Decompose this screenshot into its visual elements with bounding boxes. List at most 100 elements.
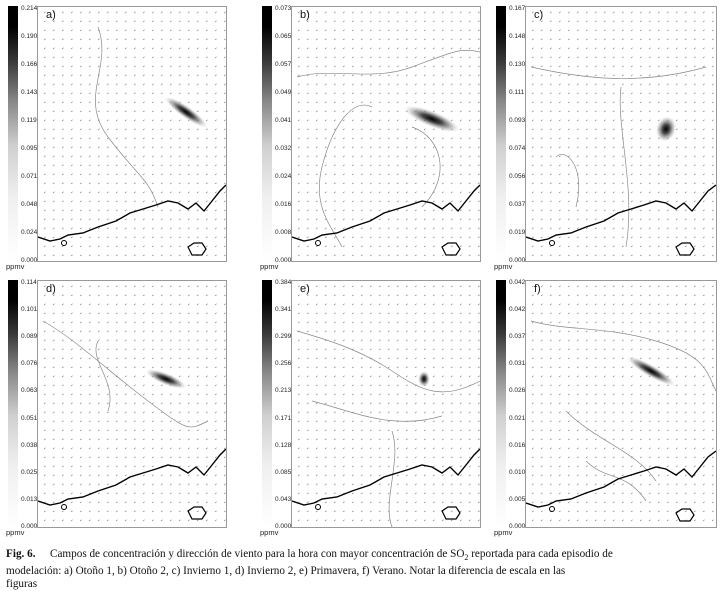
contour-line bbox=[530, 66, 707, 248]
colorbar-gradient bbox=[262, 280, 272, 526]
island-outline bbox=[441, 506, 461, 520]
so2-plume bbox=[145, 369, 187, 389]
colorbar-tick-label: 0.024 bbox=[275, 173, 292, 180]
colorbar-tick-label: 0.114 bbox=[21, 279, 37, 286]
so2-plume bbox=[626, 356, 676, 386]
colorbar-tick-label: 0.021 bbox=[509, 414, 526, 422]
colorbar-gradient bbox=[8, 280, 18, 526]
colorbar-tick-label: 0.119 bbox=[21, 117, 37, 124]
colorbar-tick-label: 0.074 bbox=[509, 145, 526, 152]
coastline bbox=[292, 448, 480, 506]
colorbar-tick-label: 0.037 bbox=[509, 201, 526, 208]
contour-line bbox=[42, 320, 209, 428]
island-outline bbox=[187, 242, 207, 256]
so2-plume bbox=[164, 96, 208, 128]
colorbar-tick-label: 0.049 bbox=[275, 89, 292, 96]
colorbar-tick-label: 0.213 bbox=[275, 387, 292, 395]
colorbar-tick-label: 0.042 bbox=[509, 306, 526, 314]
coastline bbox=[292, 184, 480, 242]
caption-label: Fig. 6. bbox=[6, 548, 36, 560]
colorbar-4: 0.114 0.101 0.089 0.076 0.063 0.051 0.038 0.025… bbox=[8, 279, 38, 530]
colorbar-tick-label: 0.093 bbox=[509, 117, 526, 124]
coastline bbox=[526, 450, 716, 508]
island-small bbox=[549, 240, 555, 246]
island-outline bbox=[441, 242, 461, 256]
colorbar-tick-label: 0.000 bbox=[275, 257, 292, 264]
colorbar-tick-label: 0.166 bbox=[21, 61, 38, 68]
island-small bbox=[61, 504, 67, 510]
colorbar-3: 0.167 0.148 0.130 0.111 0.093 0.074 0.056 0.037… bbox=[496, 5, 526, 264]
concentration-map-4: d) bbox=[37, 280, 227, 528]
colorbar-tick-label: 0.384 bbox=[275, 279, 292, 286]
concentration-map-5: e) bbox=[291, 280, 481, 528]
wind-vector-field bbox=[297, 11, 480, 257]
island-small bbox=[549, 506, 555, 512]
island-small bbox=[315, 504, 321, 510]
colorbar-tick-label: 0.214 bbox=[21, 5, 38, 12]
coastline bbox=[526, 184, 716, 242]
colorbar-tick-label: 0.038 bbox=[21, 441, 38, 449]
colorbar-tick-label: 0.167 bbox=[509, 5, 526, 12]
caption-line-2: modelación: a) Otoño 1, b) Otoño 2, c) I… bbox=[6, 564, 566, 577]
colorbar-tick-label: 0.085 bbox=[275, 468, 292, 476]
colorbar-tick-label: 0.008 bbox=[275, 229, 292, 236]
colorbar-tick-label: 0.056 bbox=[509, 173, 526, 180]
colorbar-tick-label: 0.299 bbox=[275, 333, 292, 341]
so2-plume bbox=[655, 116, 677, 142]
colorbar-tick-label: 0.071 bbox=[21, 173, 38, 180]
colorbar-tick-label: 0.000 bbox=[21, 257, 38, 264]
unit-label: ppmv bbox=[6, 528, 25, 537]
colorbar-tick-label: 0.000 bbox=[275, 523, 292, 530]
colorbar-tick-label: 0.025 bbox=[21, 468, 38, 476]
unit-label: ppmv bbox=[6, 262, 25, 271]
wind-vector-field bbox=[531, 285, 714, 522]
colorbar-gradient bbox=[262, 6, 272, 260]
caption-line-3: figuras bbox=[6, 578, 38, 591]
colorbar-1: 0.214 0.190 0.166 0.143 0.119 0.095 0.071 0.048… bbox=[8, 5, 38, 264]
map-graphic bbox=[38, 285, 226, 522]
contour-line bbox=[296, 49, 480, 248]
colorbar-tick-label: 0.128 bbox=[275, 441, 292, 449]
unit-label: ppmv bbox=[260, 262, 279, 271]
colorbar-tick-label: 0.043 bbox=[275, 495, 292, 503]
colorbar-tick-label: 0.031 bbox=[509, 360, 526, 368]
colorbar-tick-label: 0.016 bbox=[275, 201, 292, 208]
panel-label: f) bbox=[534, 283, 541, 295]
coastline bbox=[38, 184, 226, 242]
colorbar-gradient bbox=[496, 280, 506, 526]
so2-plume bbox=[404, 105, 460, 133]
colorbar-tick-label: 0.005 bbox=[509, 495, 526, 503]
map-graphic bbox=[526, 11, 716, 257]
colorbar-tick-label: 0.065 bbox=[275, 33, 292, 40]
so2-plume bbox=[418, 371, 430, 387]
colorbar-tick-label: 0.111 bbox=[509, 89, 525, 96]
colorbar-tick-label: 0.048 bbox=[21, 201, 38, 208]
colorbar-gradient bbox=[8, 6, 18, 260]
figure-caption: Fig. 6. Campos de concentración y direcc… bbox=[6, 548, 716, 592]
colorbar-tick-label: 0.013 bbox=[21, 495, 38, 503]
concentration-map-2: b) bbox=[291, 6, 481, 262]
colorbar-tick-label: 0.148 bbox=[509, 33, 526, 40]
island-small bbox=[315, 240, 321, 246]
unit-label: ppmv bbox=[494, 528, 513, 537]
wind-vector-field bbox=[43, 11, 226, 257]
panel-label: a) bbox=[46, 9, 56, 21]
island-outline bbox=[187, 506, 207, 520]
colorbar-2: 0.073 0.065 0.057 0.049 0.041 0.032 0.024 0.016… bbox=[262, 5, 292, 264]
unit-label: ppmv bbox=[260, 528, 279, 537]
colorbar-tick-label: 0.010 bbox=[509, 468, 526, 476]
colorbar-tick-label: 0.143 bbox=[21, 89, 38, 96]
concentration-map-1: a) bbox=[37, 6, 227, 262]
colorbar-tick-label: 0.130 bbox=[509, 61, 526, 68]
colorbar-tick-label: 0.019 bbox=[509, 229, 526, 236]
colorbar-tick-label: 0.000 bbox=[509, 257, 526, 264]
colorbar-tick-label: 0.076 bbox=[21, 360, 38, 368]
colorbar-tick-label: 0.032 bbox=[275, 145, 292, 152]
panel-label: e) bbox=[300, 283, 310, 295]
concentration-map-3: c) bbox=[525, 6, 717, 262]
map-graphic bbox=[526, 285, 716, 522]
colorbar-tick-label: 0.026 bbox=[509, 387, 526, 395]
colorbar-tick-label: 0.057 bbox=[275, 61, 292, 68]
contour-line bbox=[95, 26, 159, 208]
island-outline bbox=[675, 508, 695, 522]
